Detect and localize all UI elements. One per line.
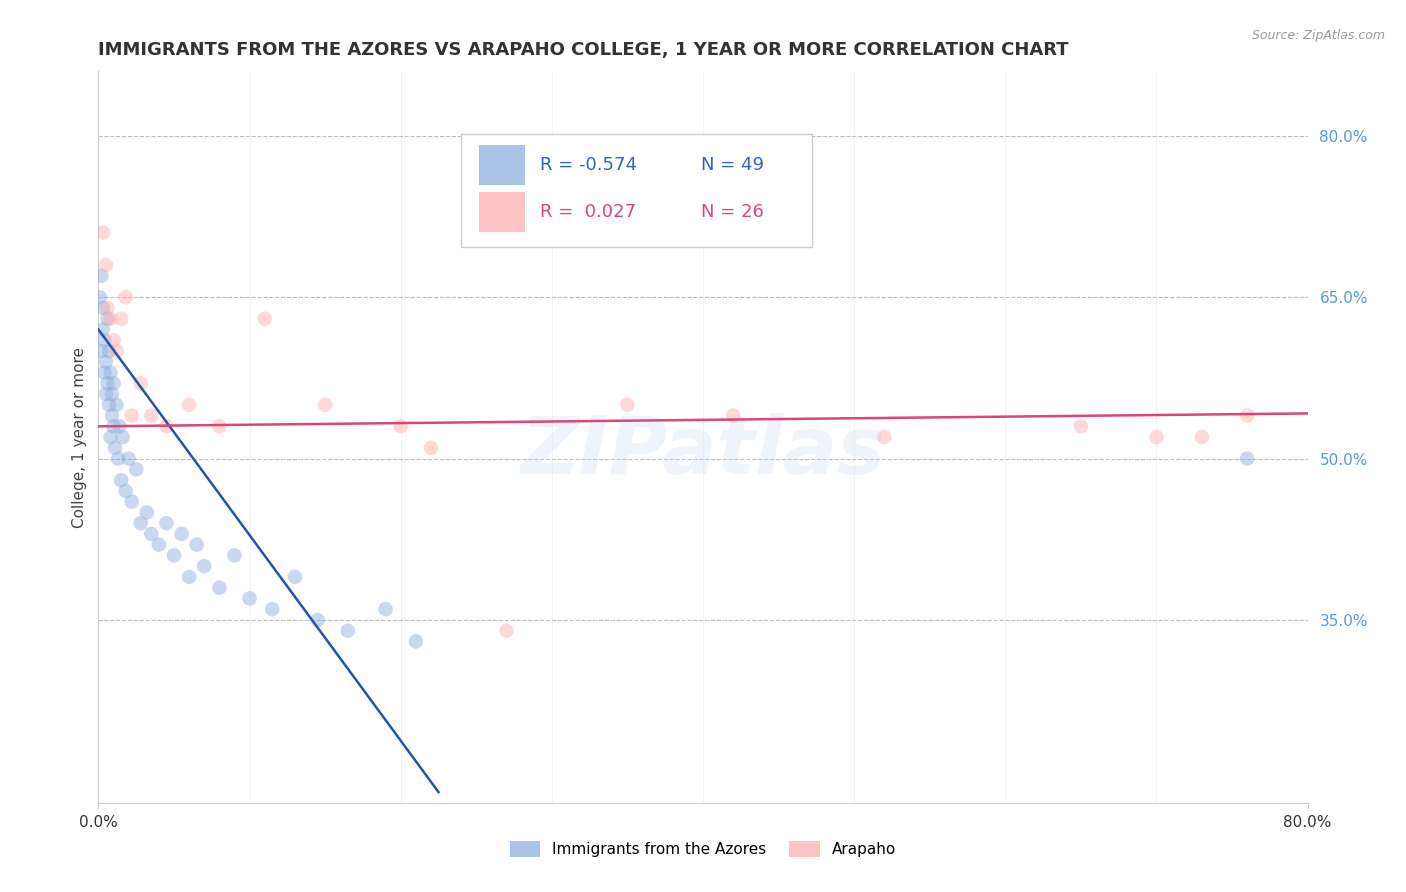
Point [141, 409, 163, 423]
Point [307, 613, 329, 627]
Text: N = 26: N = 26 [700, 203, 763, 221]
Point [129, 376, 152, 391]
Text: N = 49: N = 49 [700, 155, 763, 174]
Point [110, 473, 132, 487]
Point [91, 226, 114, 240]
Point [94, 258, 117, 272]
Point [96, 311, 118, 326]
Legend: Immigrants from the Azores, Arapaho: Immigrants from the Azores, Arapaho [509, 841, 897, 857]
Point [1144, 430, 1167, 444]
Point [103, 376, 125, 391]
Point [103, 333, 125, 347]
Text: IMMIGRANTS FROM THE AZORES VS ARAPAHO COLLEGE, 1 YEAR OR MORE CORRELATION CHART: IMMIGRANTS FROM THE AZORES VS ARAPAHO CO… [98, 41, 1069, 59]
Point [129, 516, 152, 530]
Point [96, 301, 118, 315]
Point [105, 398, 128, 412]
Point [90, 268, 112, 283]
Point [94, 355, 117, 369]
Point [110, 311, 132, 326]
Text: R =  0.027: R = 0.027 [540, 203, 636, 221]
Point [96, 376, 118, 391]
Point [208, 419, 231, 434]
Point [155, 516, 177, 530]
Point [1191, 430, 1213, 444]
Point [101, 409, 124, 423]
Point [100, 311, 122, 326]
Point [420, 441, 443, 455]
Point [1236, 451, 1258, 466]
Point [90, 344, 112, 359]
Point [208, 581, 231, 595]
Point [111, 430, 134, 444]
Point [163, 549, 186, 563]
Point [405, 634, 427, 648]
Point [1070, 419, 1092, 434]
Point [94, 387, 117, 401]
Point [114, 483, 136, 498]
Point [118, 451, 141, 466]
Point [141, 527, 163, 541]
Point [224, 549, 246, 563]
Point [723, 409, 745, 423]
Point [873, 430, 896, 444]
Point [125, 462, 148, 476]
Point [262, 602, 284, 616]
Point [108, 419, 131, 434]
Point [253, 311, 276, 326]
Text: R = -0.574: R = -0.574 [540, 155, 637, 174]
Point [314, 398, 336, 412]
Point [121, 494, 143, 508]
Point [193, 559, 215, 574]
Point [170, 527, 193, 541]
Point [103, 419, 125, 434]
FancyBboxPatch shape [479, 192, 526, 232]
Point [155, 419, 177, 434]
Point [91, 301, 114, 315]
FancyBboxPatch shape [479, 145, 526, 185]
Point [495, 624, 517, 638]
Point [89, 290, 111, 304]
Point [107, 451, 129, 466]
Point [186, 538, 208, 552]
Point [616, 398, 638, 412]
Point [98, 398, 121, 412]
Point [101, 387, 124, 401]
Point [105, 344, 128, 359]
Point [179, 398, 201, 412]
Point [1236, 409, 1258, 423]
Y-axis label: College, 1 year or more: College, 1 year or more [72, 347, 87, 527]
Point [93, 333, 115, 347]
Point [284, 570, 307, 584]
Point [135, 505, 157, 519]
Point [114, 290, 136, 304]
Point [93, 366, 115, 380]
Point [100, 366, 122, 380]
Point [179, 570, 201, 584]
Point [374, 602, 396, 616]
Point [91, 322, 114, 336]
Point [100, 430, 122, 444]
Point [98, 344, 121, 359]
FancyBboxPatch shape [461, 134, 811, 247]
Point [336, 624, 359, 638]
Point [239, 591, 262, 606]
Point [104, 441, 127, 455]
Point [389, 419, 412, 434]
Point [148, 538, 170, 552]
Text: ZIPatlas: ZIPatlas [520, 413, 886, 491]
Text: Source: ZipAtlas.com: Source: ZipAtlas.com [1251, 29, 1385, 42]
Point [121, 409, 143, 423]
